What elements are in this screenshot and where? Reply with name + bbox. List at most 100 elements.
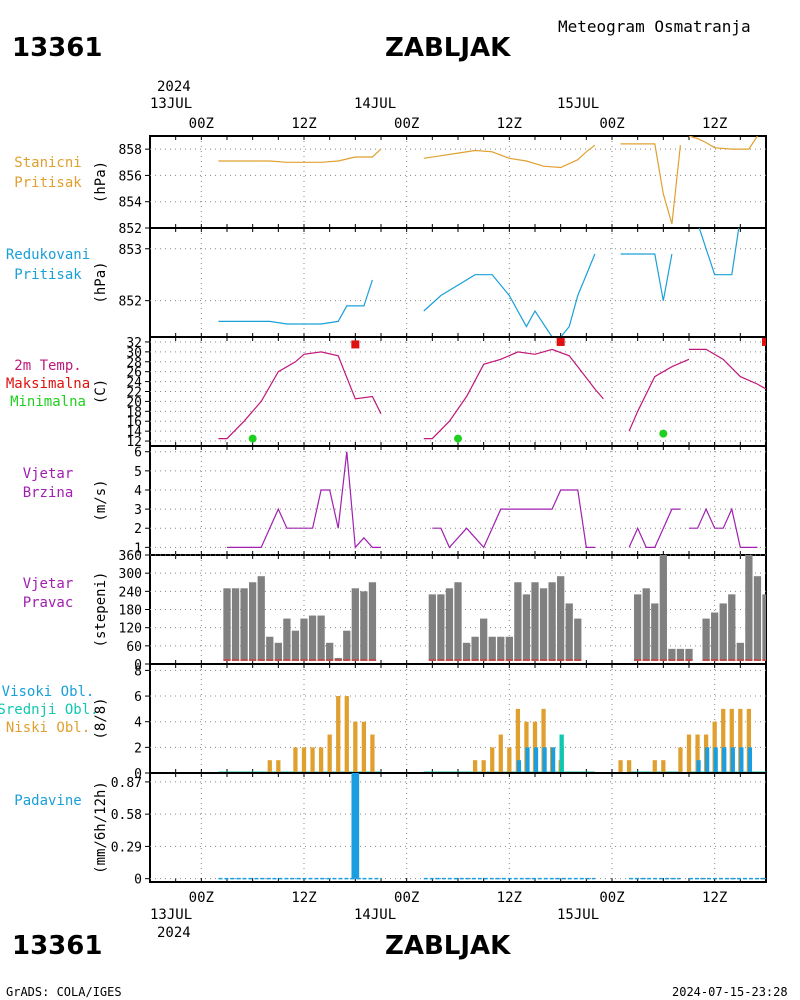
y-tick-label: 300 bbox=[119, 567, 142, 582]
low-cloud-bar bbox=[336, 696, 341, 773]
low-cloud-bar bbox=[293, 747, 298, 773]
panel-label: Pravac bbox=[23, 595, 74, 611]
low-cloud-bar bbox=[481, 760, 486, 773]
wind-speed-line bbox=[432, 489, 595, 549]
y-tick-label: 2 bbox=[134, 522, 142, 537]
wind-direction-bar bbox=[223, 588, 231, 660]
low-cloud-bar bbox=[301, 747, 307, 773]
wind-direction-bar bbox=[283, 618, 291, 660]
top-tick-label-3: 12Z bbox=[497, 116, 522, 132]
panel-label: Pritisak bbox=[14, 175, 82, 191]
top-date-label-1: 13JUL bbox=[150, 96, 192, 112]
wind-direction-bar bbox=[368, 582, 377, 660]
top-tick-label-2: 00Z bbox=[394, 116, 419, 132]
mid-cloud-bar bbox=[542, 747, 547, 773]
low-cloud-bar bbox=[515, 708, 521, 773]
low-cloud-bar bbox=[472, 760, 478, 773]
y-tick-label: 22 bbox=[126, 386, 142, 401]
mid-cloud-bar bbox=[739, 747, 744, 773]
wind-direction-bar bbox=[702, 618, 710, 660]
wind-direction-bar bbox=[471, 636, 479, 660]
station-pressure-line bbox=[218, 148, 382, 163]
mid-cloud-bar bbox=[704, 747, 710, 773]
y-tick-label: 3 bbox=[134, 503, 142, 518]
wind-direction-bar bbox=[360, 591, 368, 660]
wind-direction-bar bbox=[257, 576, 265, 660]
unit-label: (stepeni) bbox=[93, 572, 109, 648]
low-cloud-bar bbox=[618, 760, 623, 773]
wind-direction-bar bbox=[334, 657, 342, 660]
top-tick-label-4: 00Z bbox=[599, 116, 624, 132]
wind-direction-bar bbox=[514, 582, 522, 660]
wind-direction-bar bbox=[711, 612, 719, 660]
low-cloud-bar bbox=[276, 760, 281, 773]
y-tick-label: 852 bbox=[119, 295, 142, 310]
low-cloud-bar bbox=[686, 734, 692, 773]
wind-direction-bar bbox=[668, 648, 676, 660]
panel-label: Redukovani bbox=[6, 247, 90, 263]
y-tick-label: 4 bbox=[134, 484, 142, 499]
low-cloud-bar bbox=[507, 747, 512, 773]
wind-direction-bar bbox=[454, 582, 462, 660]
mid-cloud-bar bbox=[730, 747, 735, 773]
wind-direction-bar bbox=[343, 630, 351, 660]
unit-label: (hPa) bbox=[93, 261, 109, 303]
low-cloud-bar bbox=[721, 708, 726, 773]
mid-cloud-bar bbox=[533, 747, 539, 773]
panel-label: Pritisak bbox=[14, 267, 82, 283]
min-temp-marker bbox=[454, 434, 462, 443]
y-tick-label: 853 bbox=[119, 243, 142, 258]
y-tick-label: 28 bbox=[126, 356, 142, 371]
wind-direction-bar bbox=[634, 594, 642, 660]
top-tick-label-5: 12Z bbox=[702, 116, 727, 132]
station-pressure-line bbox=[620, 143, 681, 225]
y-tick-label: 0 bbox=[134, 658, 142, 673]
wind-direction-bar bbox=[266, 636, 274, 660]
low-cloud-bar bbox=[344, 696, 349, 773]
panel-label: Vjetar bbox=[23, 466, 74, 482]
low-cloud-bar bbox=[490, 747, 495, 773]
low-cloud-bar bbox=[712, 721, 717, 773]
mid-cloud-bar bbox=[722, 747, 727, 773]
mid-cloud-bar bbox=[516, 760, 522, 773]
y-tick-label: 18 bbox=[126, 405, 142, 420]
low-cloud-bar bbox=[695, 734, 700, 773]
series-group bbox=[218, 228, 740, 337]
temperature-line bbox=[423, 348, 604, 440]
high-cloud-bar bbox=[559, 734, 564, 773]
low-cloud-bar bbox=[652, 760, 657, 773]
station-name-top: ZABLJAK bbox=[385, 33, 511, 63]
temperature-line bbox=[689, 348, 766, 390]
panel-frame bbox=[149, 336, 767, 447]
y-tick-label: 12 bbox=[126, 435, 142, 450]
bottom-tick-label-1: 12Z bbox=[291, 890, 316, 906]
wind-direction-bar bbox=[736, 642, 744, 660]
wind-direction-bar bbox=[291, 630, 300, 660]
mid-cloud-bar bbox=[550, 747, 556, 773]
y-tick-label: 4 bbox=[134, 716, 142, 731]
wind-direction-bar bbox=[642, 588, 650, 660]
wind-direction-bar bbox=[249, 582, 257, 660]
y-tick-label: 14 bbox=[126, 425, 142, 440]
y-tick-label: 120 bbox=[119, 622, 142, 637]
low-cloud-bar bbox=[498, 734, 503, 773]
wind-direction-bar bbox=[505, 636, 513, 660]
max-temp-marker bbox=[762, 337, 766, 346]
series-group bbox=[218, 136, 758, 225]
wind-direction-bar bbox=[497, 636, 505, 660]
y-tick-label: 0 bbox=[134, 767, 142, 782]
panel-label: Niski Obl. bbox=[6, 720, 90, 736]
low-cloud-bar bbox=[310, 747, 315, 773]
unit-label: (8/8) bbox=[93, 697, 109, 739]
wind-direction-bar bbox=[462, 642, 471, 660]
max-temp-marker bbox=[556, 337, 565, 346]
wind-direction-bar bbox=[531, 582, 539, 660]
bottom-date-label-2: 14JUL bbox=[354, 907, 396, 923]
y-tick-label: 1 bbox=[134, 541, 142, 556]
y-tick-label: 180 bbox=[119, 604, 142, 619]
y-tick-label: 60 bbox=[126, 640, 142, 655]
low-cloud-bar bbox=[361, 721, 367, 773]
footer-right-timestamp: 2024-07-15-23:28 bbox=[672, 985, 788, 999]
low-cloud-bar bbox=[626, 760, 632, 773]
series-group bbox=[223, 555, 766, 661]
